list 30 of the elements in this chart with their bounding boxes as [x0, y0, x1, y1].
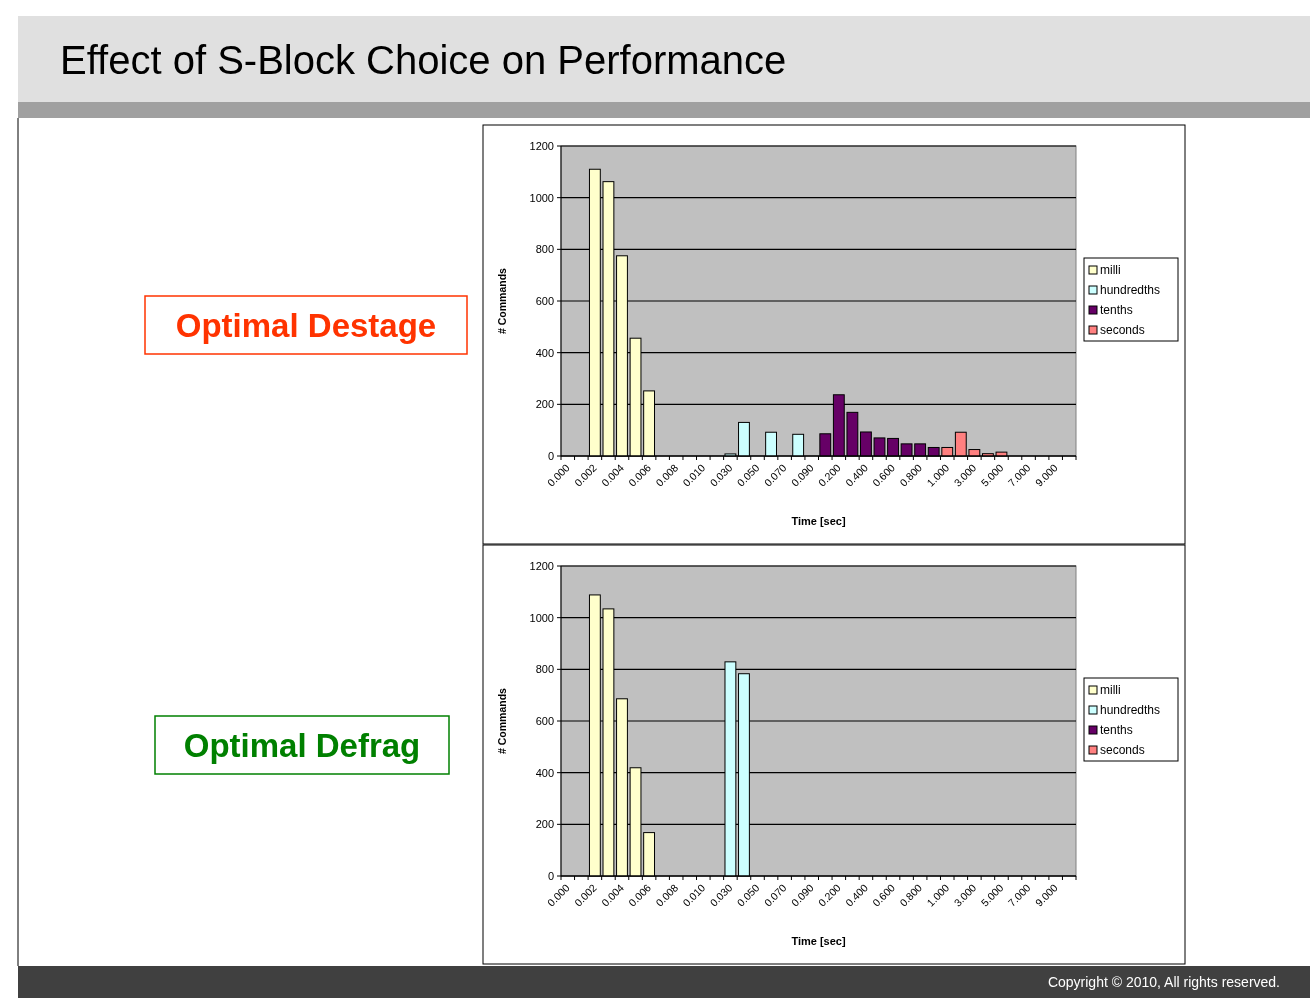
legend-label: milli	[1100, 683, 1121, 698]
y-tick-label: 800	[535, 663, 554, 676]
y-tick-label: 400	[535, 346, 554, 359]
y-tick-label: 600	[535, 294, 554, 307]
y-tick-label: 1200	[529, 139, 554, 152]
y-tick-label: 600	[535, 714, 554, 727]
x-axis-title: Time [sec]	[791, 935, 846, 947]
y-tick-label: 800	[535, 243, 554, 256]
legend-label: milli	[1100, 263, 1121, 278]
legend-label: hundredths	[1100, 703, 1161, 718]
y-axis-title: # Commands	[496, 687, 508, 754]
text: Optimal Defrag	[183, 726, 421, 764]
text: Optimal Destage	[175, 306, 437, 344]
y-tick-label: 200	[535, 398, 554, 411]
text: Effect of S-Block Choice on Performance	[60, 38, 787, 82]
y-tick-label: 1000	[529, 611, 554, 624]
legend-label: hundredths	[1100, 283, 1161, 298]
y-tick-label: 200	[535, 818, 554, 831]
legend-label: tenths	[1100, 723, 1133, 738]
text: Copyright © 2010, All rights reserved.	[1047, 974, 1280, 991]
y-tick-label: 0	[547, 449, 554, 462]
y-axis-title: # Commands	[496, 267, 508, 334]
legend-label: seconds	[1100, 323, 1145, 338]
y-tick-label: 400	[535, 766, 554, 779]
y-tick-label: 1200	[529, 559, 554, 572]
y-tick-label: 1000	[529, 191, 554, 204]
legend-label: tenths	[1100, 303, 1133, 318]
legend-label: seconds	[1100, 743, 1145, 758]
x-axis-title: Time [sec]	[791, 515, 846, 527]
y-tick-label: 0	[547, 869, 554, 882]
